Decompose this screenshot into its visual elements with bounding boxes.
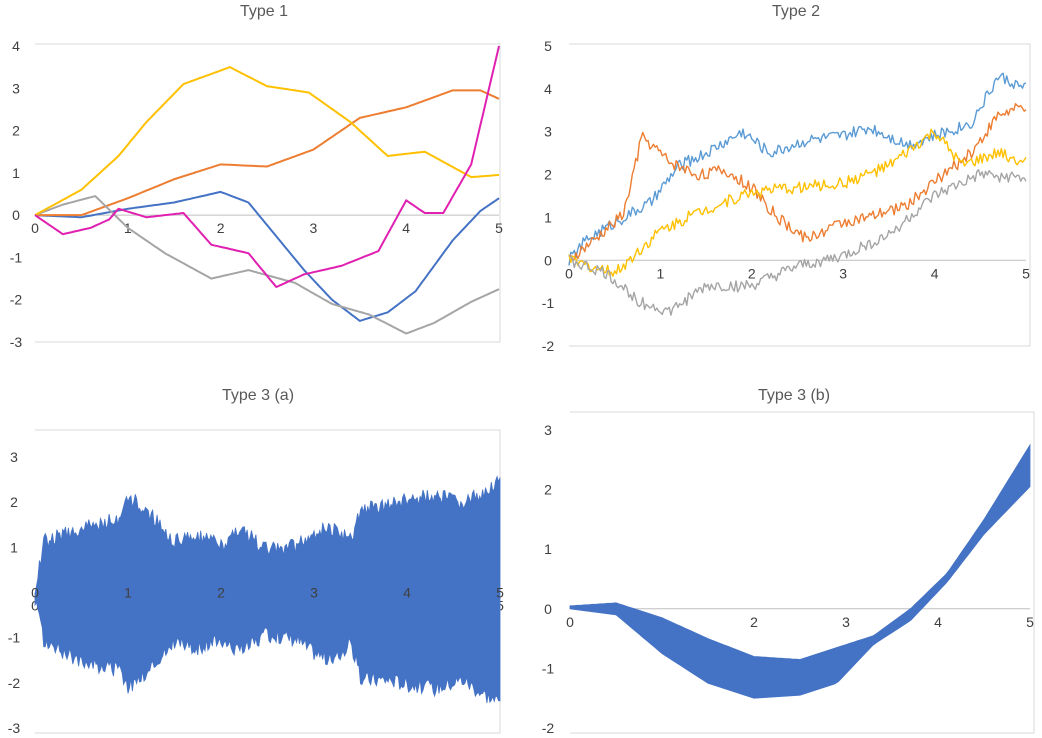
chart-type2: Type 2 -2 -1 0 1 2 3 4 5 0 1 2 3 4 5 bbox=[542, 3, 1031, 354]
x-tick-label: 5 bbox=[1026, 614, 1034, 630]
x-tick-label-overlay: 0 bbox=[31, 585, 39, 601]
y-tick-label: 4 bbox=[12, 38, 20, 54]
y-tick-label: 3 bbox=[10, 449, 18, 465]
y-tick-label: -2 bbox=[10, 292, 23, 308]
chart-title: Type 1 bbox=[240, 3, 288, 20]
y-tick-label: 0 bbox=[544, 252, 552, 268]
x-tick-label: 3 bbox=[310, 220, 318, 236]
oscillation-band bbox=[34, 475, 501, 704]
y-tick-label: -1 bbox=[8, 630, 21, 646]
y-tick-label: -1 bbox=[542, 660, 555, 676]
x-tick-label-overlay: 1 bbox=[124, 585, 132, 601]
oscillation-band bbox=[569, 443, 1031, 699]
y-tick-label: 2 bbox=[544, 482, 552, 498]
series-line-yellow bbox=[568, 128, 1027, 277]
series-line-lightblue bbox=[568, 72, 1027, 266]
plot-area-frame bbox=[35, 43, 501, 343]
y-tick-label: 1 bbox=[10, 539, 18, 555]
series-line-orange bbox=[35, 89, 500, 217]
x-tick-label-overlay: 3 bbox=[310, 585, 318, 601]
x-tick-label: 5 bbox=[1022, 265, 1030, 281]
y-tick-label: 5 bbox=[544, 38, 552, 54]
y-tick-label: 3 bbox=[544, 124, 552, 140]
x-tick-label: 2 bbox=[217, 220, 225, 236]
y-tick-label: -2 bbox=[542, 338, 555, 354]
x-tick-label: 2 bbox=[748, 265, 756, 281]
y-tick-label: 1 bbox=[544, 209, 552, 225]
series-line-yellow bbox=[34, 66, 500, 216]
y-tick-label: 4 bbox=[544, 81, 552, 97]
series-line-orange bbox=[568, 103, 1027, 261]
x-tick-label: 0 bbox=[566, 614, 574, 630]
y-tick-label: 2 bbox=[12, 123, 20, 139]
series-line-gray bbox=[568, 169, 1027, 316]
y-tick-label: 2 bbox=[544, 167, 552, 183]
chart-title: Type 3 (b) bbox=[758, 387, 830, 404]
x-tick-label: 2 bbox=[750, 614, 758, 630]
x-tick-label: 0 bbox=[31, 220, 39, 236]
x-tick-label: 0 bbox=[565, 265, 573, 281]
x-tick-label-overlay: 4 bbox=[403, 585, 411, 601]
plot-area-frame bbox=[570, 411, 1035, 734]
y-tick-label: 3 bbox=[12, 80, 20, 96]
x-tick-label-overlay: 5 bbox=[496, 585, 504, 601]
chart-type3a: Type 3 (a)-3-2-1123012345012345 bbox=[8, 387, 504, 736]
y-tick-label: -1 bbox=[10, 249, 23, 265]
y-tick-label: 1 bbox=[12, 165, 20, 181]
series-line-magenta bbox=[34, 45, 500, 288]
y-tick-label: -3 bbox=[8, 720, 21, 736]
series-line-blue bbox=[34, 190, 500, 322]
y-tick-label: 0 bbox=[544, 601, 552, 617]
y-tick-label: 2 bbox=[10, 494, 18, 510]
y-tick-label: -2 bbox=[542, 720, 555, 736]
x-tick-label: 4 bbox=[934, 614, 942, 630]
y-tick-label: 0 bbox=[12, 207, 20, 223]
x-tick-label: 4 bbox=[931, 265, 939, 281]
y-tick-label: -3 bbox=[10, 334, 23, 350]
series-line-gray bbox=[34, 195, 500, 335]
x-tick-label: 4 bbox=[402, 220, 410, 236]
x-tick-label: 3 bbox=[842, 614, 850, 630]
chart-title: Type 3 (a) bbox=[222, 387, 294, 404]
y-tick-label: -1 bbox=[542, 295, 555, 311]
x-tick-label-overlay: 2 bbox=[217, 585, 225, 601]
chart-title: Type 2 bbox=[772, 3, 820, 20]
x-tick-label: 5 bbox=[495, 220, 503, 236]
chart-type3b: Type 3 (b)-2-10123012345 bbox=[542, 387, 1035, 736]
x-tick-label: 3 bbox=[839, 265, 847, 281]
x-tick-label: 1 bbox=[657, 265, 665, 281]
y-tick-label: -2 bbox=[8, 675, 21, 691]
y-tick-label: 1 bbox=[544, 541, 552, 557]
plot-area-frame bbox=[569, 43, 1031, 347]
y-tick-label: 3 bbox=[544, 422, 552, 438]
